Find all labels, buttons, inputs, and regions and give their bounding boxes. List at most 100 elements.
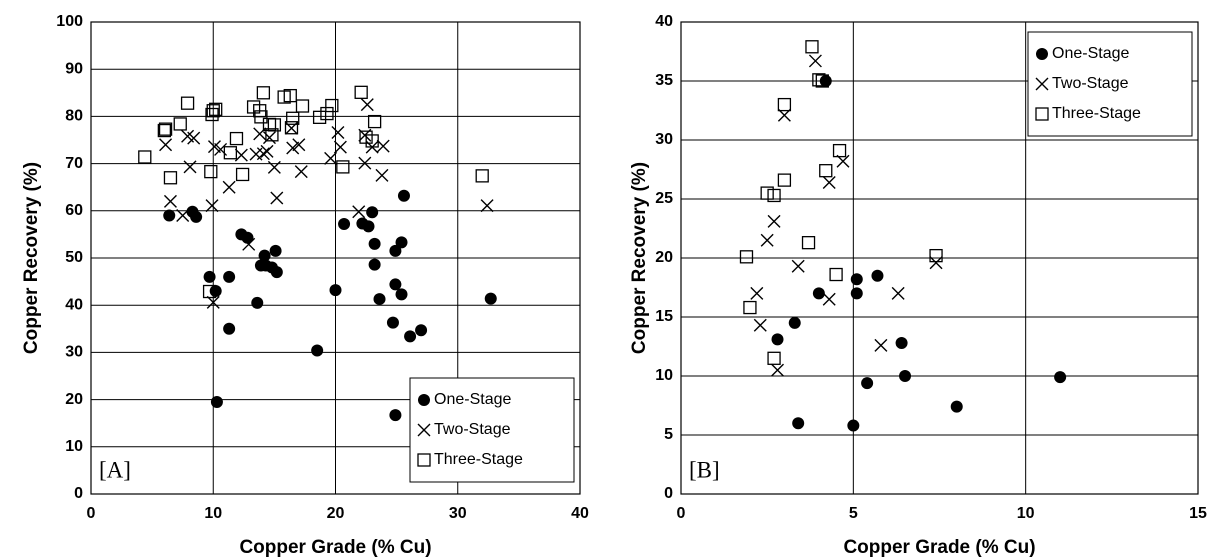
- x-tick-label: 0: [677, 505, 686, 522]
- point: [367, 114, 382, 129]
- point: [850, 287, 863, 300]
- legend-box: [409, 377, 575, 483]
- point: [329, 284, 342, 297]
- point: [286, 141, 300, 155]
- point: [163, 171, 178, 185]
- point: [360, 98, 374, 112]
- point: [260, 144, 274, 158]
- legend-marker: [1036, 48, 1048, 60]
- point: [267, 160, 281, 174]
- y-tick-label: 100: [56, 13, 83, 30]
- point: [292, 138, 306, 152]
- y-tick-label: 30: [65, 344, 83, 361]
- point: [223, 146, 238, 160]
- point: [311, 344, 324, 357]
- point: [404, 330, 417, 343]
- annotation: [A]: [99, 457, 131, 482]
- point: [389, 278, 402, 291]
- point: [822, 292, 836, 306]
- point: [286, 111, 300, 125]
- point: [760, 233, 774, 247]
- y-tick-label: 50: [65, 249, 83, 266]
- point: [475, 169, 489, 183]
- legend-label: Three-Stage: [434, 451, 523, 468]
- x-tick-label: 15: [1189, 505, 1207, 522]
- point: [331, 125, 345, 139]
- point: [871, 269, 884, 282]
- point: [375, 168, 389, 182]
- point: [180, 96, 195, 110]
- point: [861, 377, 874, 390]
- point: [767, 351, 781, 365]
- point: [251, 296, 264, 309]
- point: [256, 147, 270, 161]
- point: [801, 236, 816, 250]
- point: [891, 286, 905, 300]
- x-tick-label: 10: [204, 505, 222, 522]
- plot-border: [90, 21, 581, 495]
- point: [270, 191, 284, 205]
- x-tick-label: 0: [87, 505, 96, 522]
- point: [242, 237, 256, 251]
- point: [373, 293, 386, 306]
- point: [743, 300, 757, 315]
- point: [832, 143, 847, 158]
- point: [157, 123, 172, 138]
- x-axis-label: Copper Grade (% Cu): [239, 537, 431, 558]
- point: [190, 210, 203, 223]
- point: [847, 419, 860, 432]
- x-tick-label: 5: [849, 505, 858, 522]
- x-tick-label: 10: [1017, 505, 1035, 522]
- point: [760, 186, 774, 200]
- point: [812, 287, 825, 300]
- point: [235, 167, 250, 182]
- point: [204, 164, 218, 179]
- point: [223, 270, 236, 283]
- legend-marker: [1035, 77, 1049, 91]
- point: [312, 110, 327, 124]
- y-axis-label: Copper Recovery (%): [629, 162, 650, 354]
- point: [1054, 371, 1067, 384]
- point: [267, 118, 282, 132]
- plot-border: [680, 21, 1199, 495]
- point: [767, 214, 781, 228]
- point: [336, 160, 350, 174]
- point: [415, 324, 428, 337]
- y-tick-label: 40: [655, 13, 673, 30]
- y-tick-label: 10: [65, 438, 83, 455]
- point: [750, 286, 764, 300]
- point: [480, 199, 494, 213]
- point: [256, 86, 271, 100]
- point: [210, 395, 223, 408]
- point: [484, 292, 497, 305]
- point: [187, 131, 201, 145]
- point: [368, 258, 381, 271]
- point: [777, 173, 792, 187]
- legend-label: One-Stage: [434, 391, 511, 408]
- point: [325, 98, 339, 113]
- point: [874, 338, 888, 352]
- point: [269, 244, 282, 257]
- point: [159, 138, 173, 152]
- point: [352, 205, 366, 219]
- point: [792, 417, 805, 430]
- point: [163, 194, 177, 208]
- point: [899, 370, 912, 382]
- point: [358, 156, 372, 170]
- annotation: [B]: [689, 457, 720, 482]
- point: [229, 131, 244, 146]
- point: [791, 259, 805, 273]
- chart: 0 5 10 15 20 25 30 35 40 0 5 10 15 Copper Grade (% Cu…: [629, 13, 1207, 558]
- point: [158, 122, 173, 136]
- y-tick-label: 15: [655, 308, 673, 325]
- legend-label: One-Stage: [1052, 45, 1129, 62]
- x-tick-label: 30: [449, 505, 467, 522]
- point: [324, 151, 338, 165]
- point: [395, 288, 408, 301]
- point: [365, 134, 379, 148]
- x-tick-label: 40: [571, 505, 589, 522]
- point: [354, 85, 368, 99]
- point: [202, 284, 217, 299]
- y-tick-label: 0: [664, 485, 673, 502]
- point: [929, 256, 943, 270]
